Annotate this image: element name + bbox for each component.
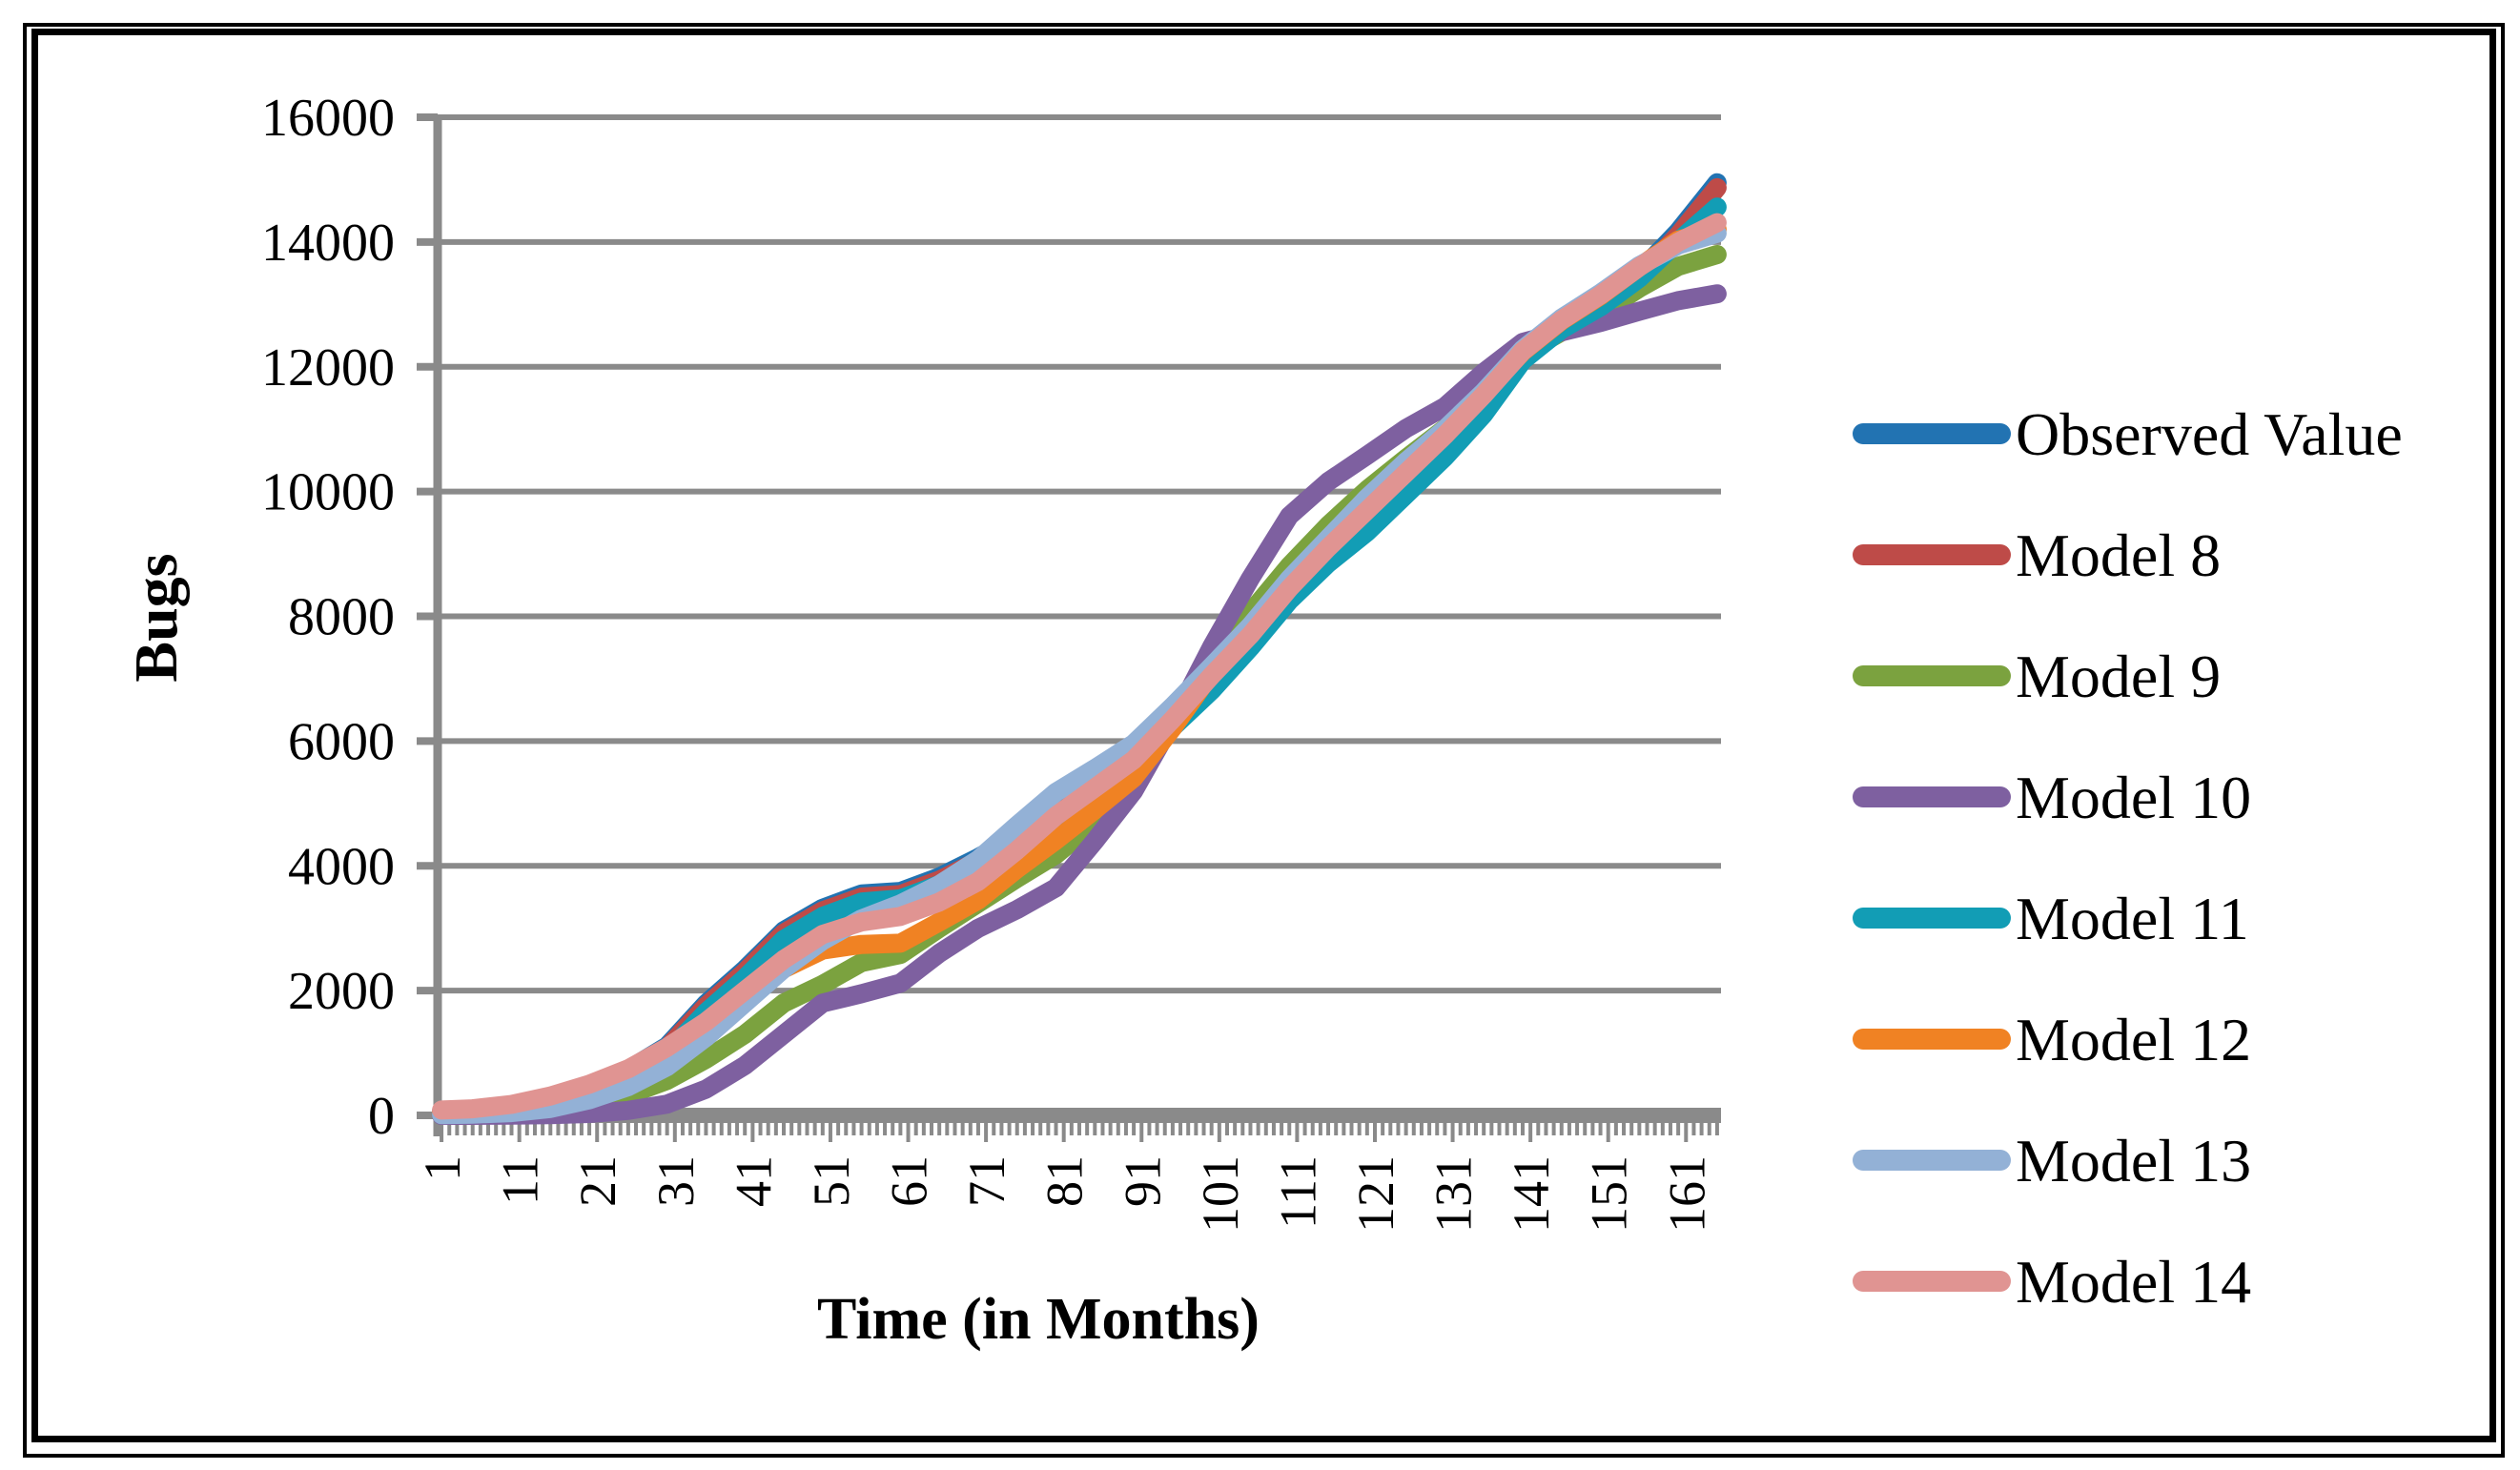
- y-axis-tick-label: 2000: [288, 962, 395, 1021]
- legend-item-model-14: Model 14: [1853, 1248, 2251, 1316]
- x-axis-tick-label: 111: [1269, 1155, 1326, 1229]
- y-axis-tick-label: 4000: [288, 837, 395, 896]
- y-axis-tick-label: 8000: [288, 588, 395, 647]
- x-axis-line: [438, 1108, 1721, 1123]
- y-axis-tick-label: 10000: [261, 463, 395, 522]
- legend-item-model-10: Model 10: [1853, 764, 2251, 831]
- y-axis-tick-label: 14000: [261, 214, 395, 273]
- y-axis-tick-label: 12000: [261, 338, 395, 398]
- x-axis-tick-label: 121: [1347, 1155, 1404, 1233]
- x-axis-tick-label: 61: [881, 1155, 938, 1207]
- outer-frame: [23, 23, 2505, 1458]
- series-line-observed-value: [432, 173, 1727, 1121]
- y-axis-title: Bugs: [122, 553, 190, 682]
- legend-label-model-14: Model 14: [2016, 1248, 2251, 1316]
- legend-item-model-9: Model 9: [1853, 643, 2221, 710]
- legend-item-model-8: Model 8: [1853, 521, 2221, 589]
- inner-frame: [31, 29, 2496, 1442]
- x-axis-tick-label: 131: [1425, 1155, 1483, 1233]
- x-axis-tick-label: 141: [1503, 1155, 1560, 1233]
- series-line-model-14: [432, 213, 1727, 1120]
- x-axis-tick-label: 21: [569, 1155, 626, 1207]
- x-axis-tick-label: 1: [414, 1155, 471, 1181]
- legend-label-model-12: Model 12: [2016, 1006, 2251, 1073]
- legend-label-model-8: Model 8: [2016, 521, 2221, 589]
- y-axis-tick-label: 16000: [261, 89, 395, 148]
- x-axis-tick-label: 51: [803, 1155, 860, 1207]
- x-axis-tick-label: 101: [1192, 1155, 1249, 1233]
- y-axis-tick-label: 0: [368, 1087, 395, 1146]
- series-line-model-8: [432, 177, 1727, 1122]
- x-axis-tick-label: 161: [1658, 1155, 1715, 1233]
- legend-label-model-13: Model 13: [2016, 1127, 2251, 1194]
- legend-item-model-13: Model 13: [1853, 1127, 2251, 1194]
- x-axis-tick-label: 31: [647, 1155, 705, 1207]
- y-axis-tick-label: 6000: [288, 712, 395, 771]
- x-axis-tick-label: 11: [492, 1155, 549, 1205]
- legend-label-observed-value: Observed Value: [2016, 400, 2403, 468]
- legend: Observed Value Model 8 Model 9 Model 10 Mode…: [1853, 400, 2403, 1316]
- legend-label-model-9: Model 9: [2016, 643, 2221, 710]
- x-axis-tick-label: 81: [1036, 1155, 1094, 1207]
- x-axis-tick-label: 41: [725, 1155, 782, 1207]
- x-axis-tick-label: 151: [1581, 1155, 1638, 1233]
- legend-item-model-12: Model 12: [1853, 1006, 2251, 1073]
- x-axis-tick-label: 91: [1114, 1155, 1171, 1207]
- series-line-model-9: [432, 245, 1727, 1125]
- legend-item-model-11: Model 11: [1853, 885, 2249, 952]
- legend-item-observed-value: Observed Value: [1853, 400, 2403, 468]
- legend-label-model-11: Model 11: [2016, 885, 2249, 952]
- x-axis-tick-label: 71: [958, 1155, 1015, 1207]
- x-axis-title: Time (in Months): [817, 1287, 1260, 1352]
- legend-label-model-10: Model 10: [2016, 764, 2251, 831]
